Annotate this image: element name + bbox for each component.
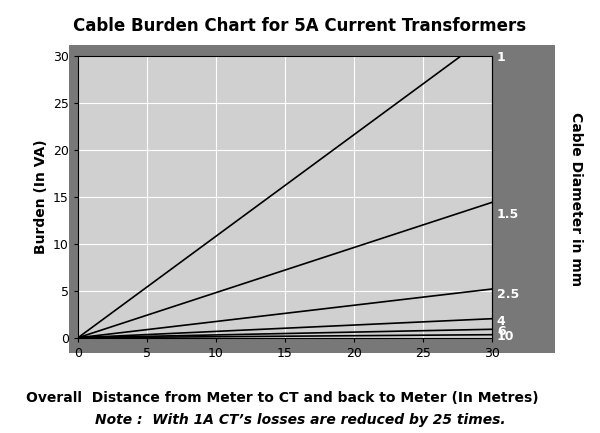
Text: Cable Burden Chart for 5A Current Transformers: Cable Burden Chart for 5A Current Transf… xyxy=(73,17,527,35)
Text: Overall  Distance from Meter to CT and back to Meter (In Metres): Overall Distance from Meter to CT and ba… xyxy=(26,391,538,405)
Text: Cable Diameter in mm: Cable Diameter in mm xyxy=(569,112,583,286)
Y-axis label: Burden (In VA): Burden (In VA) xyxy=(34,140,47,254)
Text: Note :  With 1A CT’s losses are reduced by 25 times.: Note : With 1A CT’s losses are reduced b… xyxy=(95,413,505,427)
